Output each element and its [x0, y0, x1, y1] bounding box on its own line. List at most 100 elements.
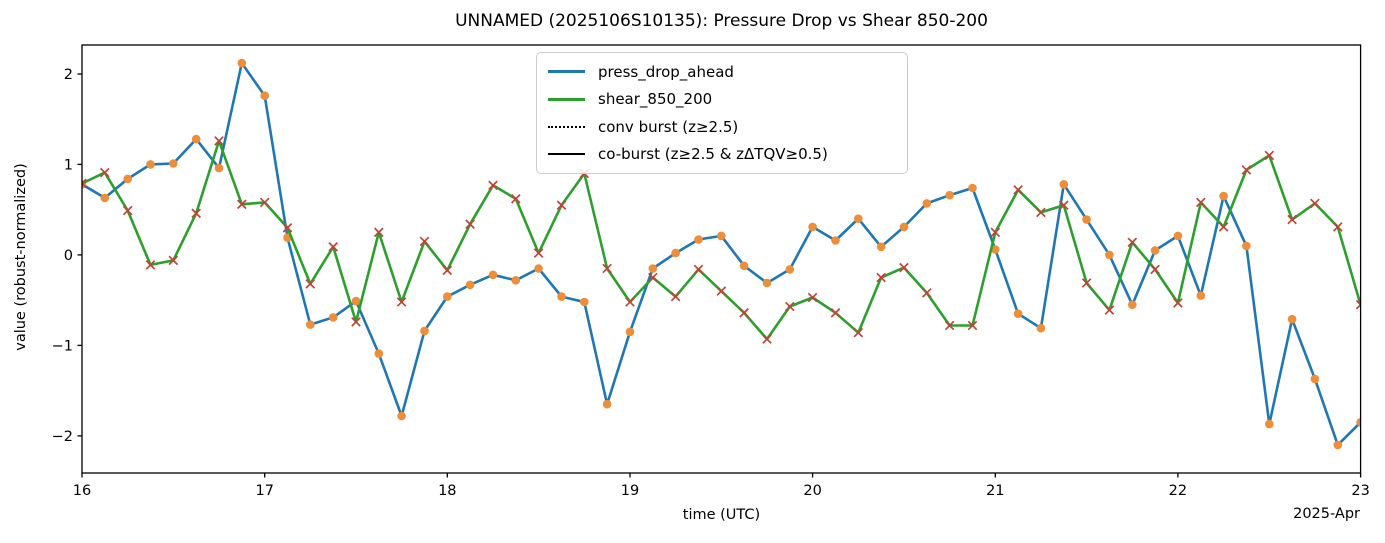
marker-co-burst — [717, 231, 726, 241]
marker-co-burst — [808, 222, 817, 232]
marker-co-burst — [306, 320, 315, 329]
marker-co-burst — [1333, 440, 1343, 450]
marker-conv-burst — [191, 208, 202, 219]
x-tick-label: 20 — [803, 483, 821, 499]
marker-conv-burst — [259, 197, 270, 208]
marker-co-burst — [237, 58, 247, 68]
marker-conv-burst — [236, 199, 247, 210]
marker-co-burst — [351, 296, 361, 306]
legend-label: co-burst (z≥2.5 & zΔTQV≥0.5) — [598, 145, 828, 164]
marker-conv-burst — [328, 241, 339, 252]
marker-co-burst — [1173, 231, 1183, 241]
marker-conv-burst — [625, 297, 635, 307]
marker-co-burst — [169, 159, 178, 168]
marker-conv-burst — [1264, 150, 1275, 161]
marker-co-burst — [762, 278, 772, 288]
y-tick-label: −1 — [52, 338, 73, 354]
marker-co-burst — [899, 222, 909, 232]
marker-co-burst — [1242, 241, 1251, 251]
marker-co-burst — [968, 183, 977, 193]
x-axis-label: time (UTC) — [682, 507, 761, 523]
marker-co-burst — [1196, 291, 1206, 300]
marker-conv-burst — [807, 292, 818, 303]
marker-co-burst — [1105, 250, 1114, 260]
x-tick-label: 19 — [621, 483, 639, 499]
marker-co-burst — [1265, 419, 1274, 429]
x-tick-label: 17 — [255, 483, 273, 499]
marker-conv-burst — [944, 320, 955, 331]
marker-conv-burst — [853, 327, 864, 338]
marker-conv-burst — [1013, 184, 1023, 195]
y-axis-label: value (robust-normalized) — [13, 163, 29, 351]
marker-conv-burst — [784, 301, 795, 312]
marker-conv-burst — [1081, 278, 1092, 288]
marker-conv-burst — [1241, 165, 1252, 175]
marker-co-burst — [625, 327, 635, 337]
marker-co-burst — [123, 174, 132, 184]
marker-co-burst — [648, 264, 658, 273]
marker-co-burst — [1013, 309, 1023, 319]
y-axis: 2 1 0 −1 −2 — [52, 67, 82, 445]
marker-conv-burst — [282, 222, 293, 233]
marker-conv-burst — [533, 248, 544, 258]
legend-line-sample — [548, 70, 585, 74]
marker-co-burst — [580, 297, 589, 307]
marker-co-burst — [191, 134, 201, 144]
marker-conv-burst — [1150, 264, 1160, 275]
marker-conv-burst — [1310, 198, 1320, 209]
x-axis: 16 17 18 19 20 21 22 23 — [73, 473, 1370, 499]
marker-co-burst — [397, 411, 406, 421]
x-tick-label: 16 — [73, 483, 91, 499]
marker-co-burst — [146, 160, 155, 169]
marker-conv-burst — [921, 288, 932, 298]
marker-co-burst — [1036, 323, 1046, 333]
legend-line-sample — [548, 125, 585, 128]
marker-conv-burst — [168, 255, 179, 266]
marker-conv-burst — [1104, 305, 1115, 315]
marker-conv-burst — [830, 307, 841, 318]
marker-conv-burst — [1287, 214, 1297, 225]
marker-co-burst — [465, 280, 475, 290]
marker-conv-burst — [396, 297, 407, 307]
series-shear_850_200 — [82, 136, 1361, 344]
marker-co-burst — [328, 313, 338, 322]
marker-conv-burst — [1127, 237, 1138, 248]
marker-co-burst — [831, 236, 840, 245]
legend-item-2: conv burst (z≥2.5) — [548, 114, 907, 140]
marker-conv-burst — [647, 272, 658, 283]
marker-conv-burst — [602, 263, 612, 274]
marker-conv-burst — [145, 260, 156, 270]
marker-co-burst — [443, 292, 452, 301]
marker-co-burst — [922, 199, 932, 208]
legend-label: shear_850_200 — [598, 90, 713, 109]
marker-co-burst — [374, 349, 384, 358]
x-tick-label: 22 — [1169, 483, 1187, 499]
marker-co-burst — [1082, 215, 1091, 224]
marker-conv-burst — [967, 320, 978, 331]
marker-conv-burst — [122, 205, 133, 216]
marker-conv-burst — [82, 178, 87, 189]
marker-conv-burst — [876, 272, 886, 283]
x-axis-date-offset: 2025-Apr — [1293, 506, 1360, 522]
x-tick-label: 18 — [438, 483, 456, 499]
marker-co-burst — [945, 190, 954, 200]
marker-co-burst — [991, 245, 1000, 254]
marker-co-burst — [671, 248, 680, 258]
marker-conv-burst — [693, 264, 704, 275]
legend-line-sample — [548, 97, 585, 101]
marker-co-burst — [534, 264, 543, 273]
marker-co-burst — [1128, 300, 1137, 310]
marker-conv-burst — [762, 334, 772, 344]
marker-co-burst — [602, 399, 612, 409]
x-tick-label: 23 — [1351, 483, 1369, 499]
marker-conv-burst — [351, 317, 361, 327]
marker-conv-burst — [556, 200, 567, 211]
marker-conv-burst — [99, 167, 110, 178]
marker-conv-burst — [1173, 298, 1183, 308]
marker-co-burst — [1059, 180, 1069, 189]
marker-co-burst — [1219, 191, 1228, 201]
y-tick-label: 2 — [64, 67, 73, 83]
marker-conv-burst — [1218, 222, 1229, 232]
marker-co-burst — [785, 265, 795, 274]
marker-conv-burst — [670, 291, 681, 302]
